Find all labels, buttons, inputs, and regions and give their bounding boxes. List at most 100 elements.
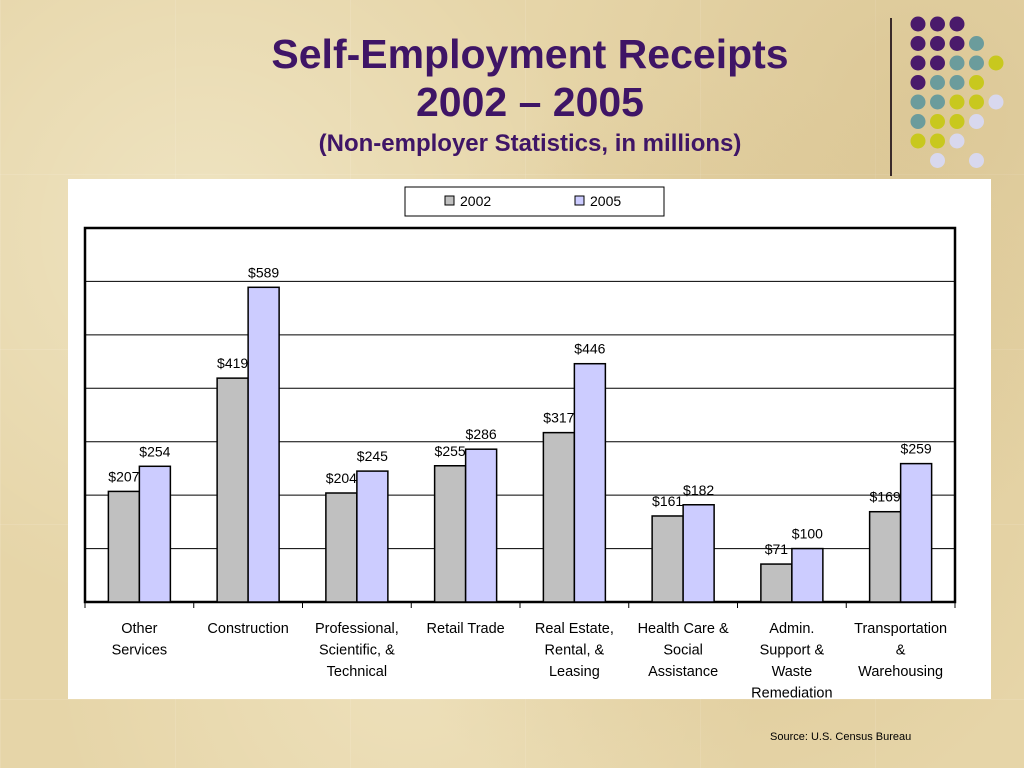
x-tick-label: Real Estate, Rental, & Leasing — [535, 621, 614, 680]
x-tick-label-line: Assistance — [648, 664, 718, 680]
chart-legend: 2002 2005 — [404, 186, 665, 217]
x-tick-label-line: Warehousing — [858, 664, 943, 680]
bar-2002 — [760, 563, 793, 603]
slide-title: Self-Employment Receipts — [271, 31, 789, 77]
data-label: $286 — [466, 426, 497, 442]
data-label: $161 — [652, 493, 683, 509]
data-label: $182 — [683, 482, 714, 498]
decorative-dot — [969, 55, 984, 71]
legend-swatch — [574, 195, 585, 206]
bar-2005 — [247, 286, 280, 603]
bar-2002 — [433, 465, 467, 603]
x-tick-label-line: Construction — [207, 621, 288, 637]
decorative-dot — [930, 16, 945, 32]
bar-2002 — [325, 492, 358, 603]
chart-panel: 2002 2005 $207 $254 Other Services $419 $589 Con… — [68, 179, 991, 702]
decorative-dot — [910, 133, 926, 149]
bar-2005 — [573, 362, 607, 603]
x-tick-label-line: Remediation — [751, 686, 832, 700]
x-tick-label-line: Professional, — [315, 621, 399, 637]
x-tick-label: Professional, Scientific, & Technical — [315, 621, 399, 680]
legend-label: 2002 — [460, 193, 491, 209]
decorative-dot — [949, 16, 965, 32]
data-label: $255 — [435, 443, 466, 459]
bar-2005 — [464, 448, 498, 603]
source-note: Source: U.S. Census Bureau — [770, 731, 912, 743]
slide-subtitle: (Non-employer Statistics, in millions) — [318, 130, 742, 157]
bar-2002 — [542, 431, 576, 603]
bar-2005 — [356, 470, 389, 603]
x-tick-label-line: Support & — [760, 643, 825, 659]
data-label: $207 — [108, 468, 139, 484]
bar-2002 — [216, 377, 249, 603]
decorative-dot — [969, 153, 984, 168]
decorative-dot — [930, 153, 945, 168]
decorative-dot — [969, 114, 984, 129]
x-tick-label-line: Technical — [327, 664, 387, 680]
decorative-dot — [910, 55, 926, 71]
data-label: $259 — [901, 441, 932, 457]
x-tick-label-line: Real Estate, — [535, 621, 614, 637]
x-tick-label-line: Waste — [772, 664, 813, 680]
data-label: $204 — [326, 470, 357, 486]
data-label: $169 — [870, 489, 901, 505]
x-tick-label: Admin. Support & Waste Remediation — [751, 621, 832, 699]
bar-2005 — [682, 504, 715, 603]
decorative-dot — [930, 94, 945, 110]
decorative-dot — [910, 94, 926, 110]
x-tick-label-line: Social — [663, 643, 703, 659]
decorative-dot — [910, 114, 926, 129]
decorative-dot — [949, 133, 965, 149]
bar-2002 — [107, 490, 141, 603]
x-tick-label: Transportation & Warehousing — [854, 621, 947, 680]
bar-chart: 2002 2005 $207$254 Other Services $419 $589 Con… — [83, 186, 957, 702]
data-label: $100 — [792, 526, 823, 542]
x-tick-label: Other Services — [112, 621, 168, 659]
plot-area — [83, 226, 957, 604]
decorative-dot — [969, 94, 984, 110]
x-tick-label-line: Rental, & — [545, 643, 605, 659]
decorative-dot — [949, 94, 965, 110]
decorative-dot — [988, 94, 1004, 110]
x-tick-label-line: Scientific, & — [319, 643, 395, 659]
decorative-dot — [988, 55, 1004, 71]
data-label: $254 — [139, 443, 170, 459]
decorative-divider — [890, 18, 892, 176]
x-tick-label: Health Care & Social Assistance — [638, 621, 729, 680]
x-tick-label-line: Services — [112, 643, 168, 659]
decorative-dot — [910, 75, 926, 90]
x-tick-label-line: & — [896, 643, 906, 659]
x-tick-label-line: Health Care & — [638, 621, 729, 637]
decorative-dot — [949, 114, 965, 129]
legend-swatch — [444, 195, 455, 206]
x-tick-label: Construction — [207, 621, 288, 637]
bar-2005 — [791, 547, 824, 603]
decorative-dot — [910, 16, 926, 32]
decorative-dot-grid — [910, 16, 1004, 168]
x-tick-label-line: Retail Trade — [427, 621, 505, 637]
legend-box — [404, 186, 665, 217]
x-tick-label-line: Leasing — [549, 664, 600, 680]
decorative-dot — [969, 36, 984, 51]
bar-2005 — [899, 462, 933, 603]
data-label: $446 — [574, 341, 605, 357]
bar-2002 — [868, 510, 902, 603]
x-tick-label-line: Admin. — [769, 621, 814, 637]
decorative-dot — [949, 36, 965, 51]
data-label: $317 — [543, 410, 574, 426]
decorative-dot — [949, 75, 965, 90]
decorative-dot — [949, 55, 965, 71]
data-label: $419 — [217, 355, 248, 371]
decorative-dot — [930, 75, 945, 90]
data-label: $245 — [357, 448, 388, 464]
decorative-dot — [930, 36, 945, 51]
data-label: $71 — [765, 541, 789, 557]
bar-2002 — [651, 515, 684, 603]
decorative-dot — [910, 36, 926, 51]
decorative-dot — [930, 133, 945, 149]
decorative-dot — [969, 75, 984, 90]
data-label: $589 — [248, 264, 279, 280]
x-tick-label: Retail Trade — [427, 621, 505, 637]
x-tick-label-line: Other — [121, 621, 157, 637]
slide-title-block: Self-Employment Receipts 2002 – 2005 (No… — [200, 30, 860, 158]
